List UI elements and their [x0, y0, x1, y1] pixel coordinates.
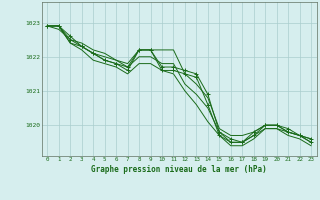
- X-axis label: Graphe pression niveau de la mer (hPa): Graphe pression niveau de la mer (hPa): [91, 165, 267, 174]
